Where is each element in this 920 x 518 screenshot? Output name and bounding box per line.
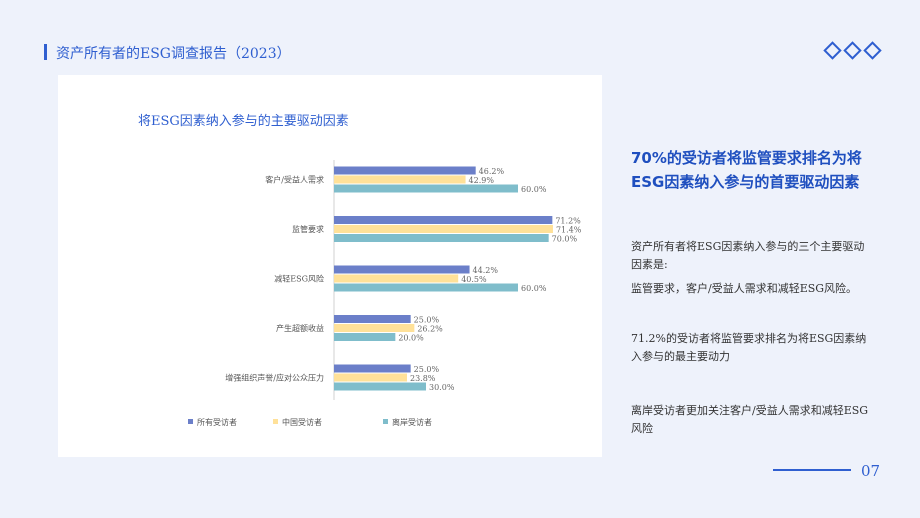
legend-swatch [273, 419, 278, 424]
data-label: 71.2% [555, 217, 581, 226]
data-label: 40.5% [461, 275, 487, 284]
data-label: 25.0% [414, 365, 440, 374]
data-label: 60.0% [521, 185, 547, 194]
category-label: 客户/受益人需求 [265, 175, 324, 185]
data-label: 25.0% [414, 316, 440, 325]
diamond-icon [823, 41, 842, 60]
data-label: 20.0% [398, 334, 424, 343]
paragraph-drivers: 资产所有者将ESG因素纳入参与的三个主要驱动因素是: [631, 240, 865, 271]
legend-swatch [383, 419, 388, 424]
data-label: 46.2% [479, 167, 505, 176]
legend-entry: 所有受访者 [197, 417, 237, 427]
bar [334, 364, 411, 373]
headline: 70%的受访者将监管要求排名为将ESG因素纳入参与的首要驱动因素 [631, 149, 862, 191]
category-label: 产生超额收益 [276, 323, 324, 333]
data-label: 23.8% [410, 374, 436, 383]
bar [334, 274, 459, 283]
data-label: 30.0% [429, 383, 455, 392]
bar [334, 225, 553, 233]
bar [334, 184, 518, 193]
data-label: 42.9% [469, 176, 495, 185]
data-label: 26.2% [417, 325, 443, 334]
diamond-icon [863, 41, 882, 60]
bar [334, 175, 466, 184]
legend-swatch [188, 419, 193, 424]
chart-card: 将ESG因素纳入参与的主要驱动因素 客户/受益人需求 46.2% 42.9% 60.0… [58, 75, 602, 457]
data-label: 70.0% [552, 235, 578, 244]
legend-entry: 离岸受访者 [392, 417, 432, 427]
bar [334, 283, 518, 292]
bar [334, 333, 396, 341]
category-label: 监管要求 [292, 224, 324, 234]
bar [334, 324, 415, 332]
bar [334, 315, 411, 323]
bar [334, 265, 470, 274]
page-number: 07 [861, 462, 881, 480]
bar [334, 234, 549, 242]
data-label: 60.0% [521, 284, 547, 293]
paragraph-drivers-list: 监管要求，客户/受益人需求和减轻ESG风险。 [631, 282, 858, 295]
bar [334, 166, 476, 175]
paragraph-offshore: 离岸受访者更加关注客户/受益人需求和减轻ESG风险 [631, 404, 869, 435]
data-label: 71.4% [556, 226, 582, 235]
chart-title: 将ESG因素纳入参与的主要驱动因素 [138, 114, 349, 129]
footer-line [773, 469, 851, 471]
page-title: 资产所有者的ESG调查报告（2023） [56, 46, 291, 62]
category-label: 减轻ESG风险 [274, 274, 324, 284]
bar-chart: 客户/受益人需求 46.2%42.9% 60.0% 监管要求 71.2%71.4%70.… [188, 160, 582, 427]
legend-entry: 中国受访者 [282, 417, 322, 427]
category-label: 增强组织声誉/应对公众压力 [225, 373, 324, 383]
bar [334, 373, 407, 382]
title-accent-bar [44, 44, 47, 60]
bar [334, 382, 426, 391]
data-label: 44.2% [473, 266, 499, 275]
paragraph-regulation: 71.2%的受访者将监管要求排名为将ESG因素纳入参与的最主要动力 [631, 332, 867, 363]
bar [334, 216, 553, 224]
diamond-icon [843, 41, 862, 60]
